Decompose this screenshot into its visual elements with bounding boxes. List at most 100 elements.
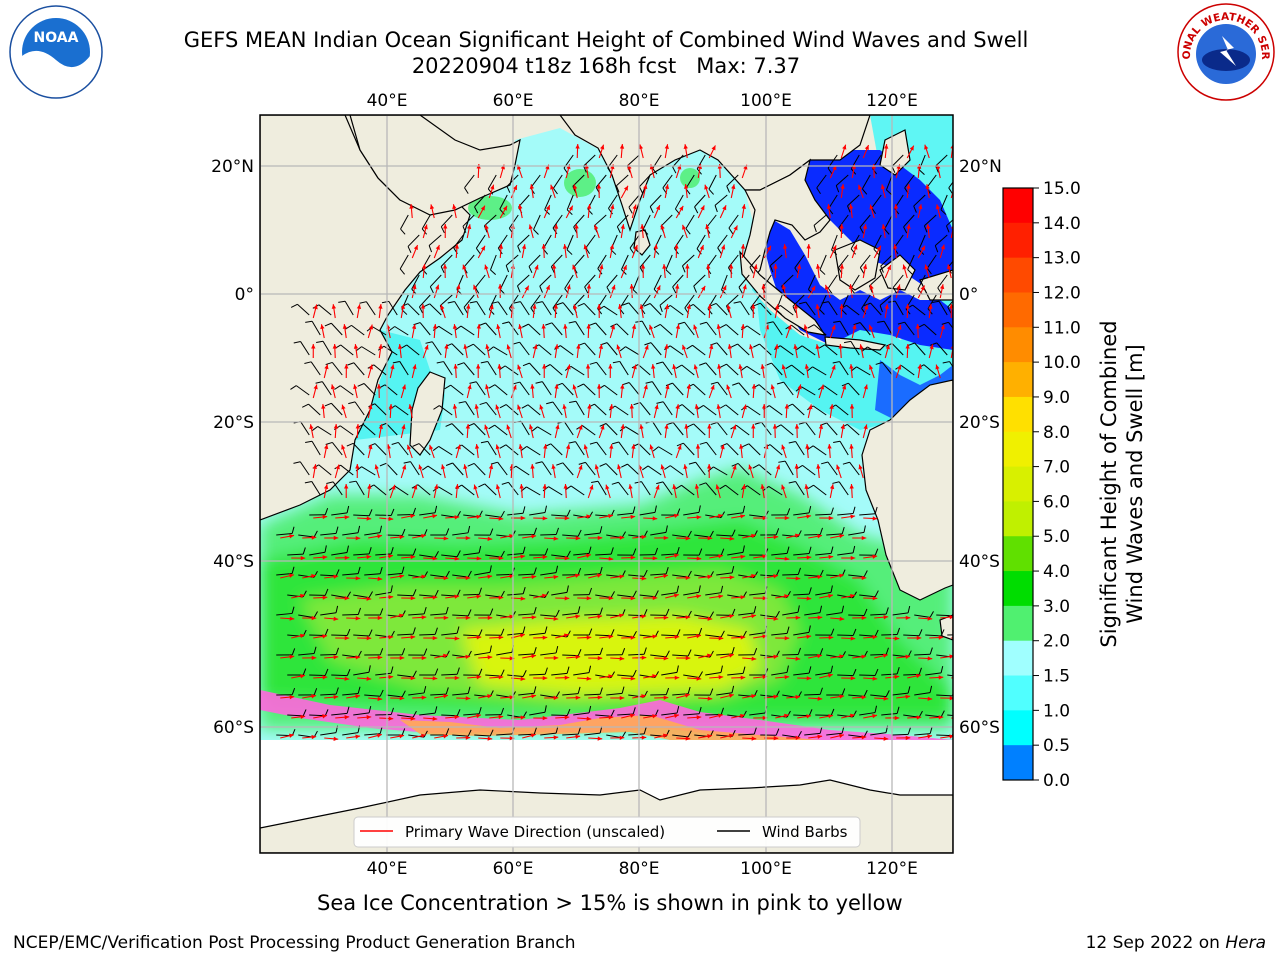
- wave-direction-arrow: [423, 595, 438, 600]
- wind-barb: [488, 294, 497, 315]
- wave-direction-arrow: [302, 734, 317, 740]
- wind-barb: [425, 341, 442, 356]
- wind-barb: [837, 710, 857, 718]
- wind-barb: [798, 301, 816, 316]
- wind-barb: [710, 342, 728, 356]
- wave-direction-arrow: [323, 364, 329, 379]
- wave-direction-arrow: [849, 443, 854, 459]
- wave-direction-arrow: [463, 464, 468, 479]
- wind-barb: [485, 590, 505, 598]
- wind-barb: [683, 548, 703, 556]
- wind-barb: [639, 590, 659, 598]
- wave-direction-arrow: [760, 484, 765, 499]
- wave-direction-arrow: [719, 444, 725, 459]
- wave-direction-arrow: [715, 484, 721, 499]
- wind-barb: [760, 528, 780, 536]
- wave-direction-arrow: [445, 594, 460, 599]
- wind-barb: [771, 665, 789, 676]
- colorbar-tick-label: 12.0: [1043, 283, 1081, 303]
- lat-tick-left-0: 0°: [235, 285, 254, 305]
- colorbar-box: [1003, 431, 1033, 468]
- wave-direction-arrow: [698, 536, 713, 541]
- wave-direction-arrow: [323, 444, 329, 459]
- wave-direction-arrow: [554, 384, 559, 399]
- wind-barb: [353, 591, 373, 599]
- wind-barb: [941, 321, 953, 330]
- wind-barb: [324, 402, 343, 416]
- wind-barb: [499, 444, 519, 456]
- wave-direction-arrow: [760, 364, 765, 379]
- lon-tick-bottom-100e: 100°E: [740, 859, 792, 879]
- wave-direction-arrow: [379, 516, 394, 521]
- wave-direction-arrow: [344, 483, 349, 499]
- wind-barb: [842, 461, 860, 476]
- wave-direction-arrow: [355, 463, 360, 479]
- wind-barb: [793, 587, 812, 596]
- wave-direction-arrow: [412, 615, 427, 620]
- wave-direction-arrow: [454, 243, 460, 259]
- colorbar-tick-label: 6.0: [1043, 492, 1070, 512]
- wave-direction-arrow: [906, 145, 915, 159]
- wind-barb: [892, 274, 904, 294]
- wind-barb: [507, 546, 526, 556]
- wave-direction-arrow: [335, 515, 350, 520]
- wind-barb: [709, 302, 728, 316]
- wave-direction-arrow: [566, 573, 580, 579]
- wind-barb: [940, 194, 948, 215]
- wind-barb: [474, 608, 494, 616]
- wave-direction-arrow: [379, 635, 394, 640]
- wave-direction-arrow: [478, 536, 493, 541]
- wave-direction-arrow: [863, 516, 878, 521]
- wave-direction-arrow: [918, 616, 933, 621]
- wave-direction-arrow: [433, 284, 440, 299]
- wind-barb: [705, 630, 725, 638]
- wave-direction-arrow: [631, 364, 637, 379]
- wave-direction-arrow: [388, 403, 393, 419]
- wave-direction-arrow: [851, 324, 857, 339]
- wave-direction-arrow: [949, 303, 953, 319]
- wave-direction-arrow: [709, 675, 724, 680]
- wind-barb: [569, 400, 585, 416]
- wind-barb: [892, 727, 911, 736]
- wave-direction-arrow: [500, 695, 515, 700]
- wind-barb: [650, 567, 669, 576]
- wave-direction-arrow: [664, 344, 669, 359]
- wave-direction-arrow: [838, 343, 843, 359]
- wave-direction-arrow: [682, 344, 688, 359]
- wind-barb: [650, 650, 670, 658]
- wind-barb: [848, 525, 866, 536]
- wave-direction-arrow: [830, 533, 845, 539]
- wave-direction-arrow: [819, 635, 834, 640]
- colorbar-tick-label: 15.0: [1043, 179, 1081, 199]
- wind-barb: [381, 300, 398, 316]
- wave-direction-arrow: [905, 343, 910, 359]
- wave-direction-arrow: [368, 615, 383, 621]
- wave-direction-arrow: [895, 324, 902, 339]
- wind-barb: [540, 646, 559, 656]
- wave-direction-arrow: [620, 424, 625, 439]
- wind-barb: [948, 181, 953, 195]
- wave-direction-arrow: [643, 556, 658, 561]
- wave-direction-arrow: [599, 514, 614, 519]
- wave-direction-arrow: [563, 324, 568, 339]
- wind-barb: [305, 440, 321, 456]
- wind-barb: [551, 585, 569, 596]
- wave-direction-arrow: [676, 536, 691, 541]
- wave-direction-arrow: [332, 343, 338, 359]
- wind-barb: [617, 548, 637, 556]
- wave-direction-arrow: [829, 364, 836, 379]
- wind-barb: [847, 194, 860, 213]
- wind-barb: [837, 668, 857, 677]
- wave-direction-arrow: [694, 484, 700, 499]
- lon-tick-top-120e: 120°E: [866, 91, 918, 111]
- wave-direction-arrow: [895, 364, 902, 379]
- wave-direction-arrow: [609, 244, 615, 259]
- wind-barb: [463, 545, 482, 556]
- wave-direction-arrow: [808, 615, 823, 620]
- wind-barb: [793, 625, 811, 636]
- wave-direction-arrow: [522, 654, 537, 659]
- wave-direction-arrow: [616, 344, 622, 359]
- wind-barb: [397, 710, 417, 718]
- wind-barb: [728, 214, 739, 235]
- wave-direction-arrow: [346, 655, 361, 660]
